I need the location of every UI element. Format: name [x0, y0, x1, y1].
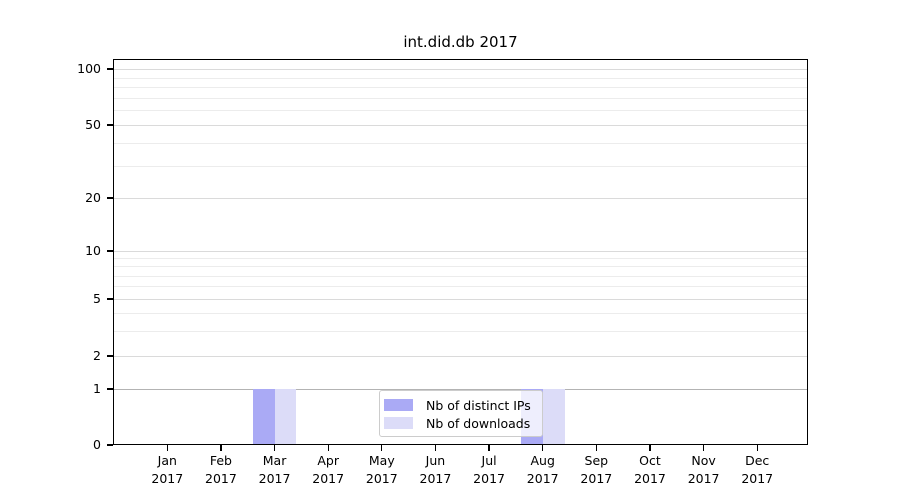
- plot-frame: [113, 59, 808, 445]
- x-tick-mark: [273, 445, 276, 451]
- x-tick-mark: [702, 445, 705, 451]
- x-tick-mark: [488, 445, 490, 451]
- x-tick-mark: [542, 445, 544, 451]
- legend-item: Nb of distinct IPs: [384, 396, 536, 414]
- x-tick-label-year: 2017: [687, 470, 720, 486]
- x-tick-label-year: 2017: [473, 470, 505, 486]
- legend: Nb of distinct IPs Nb of downloads: [379, 390, 543, 437]
- gridline-minor: [113, 312, 808, 314]
- gridline-major: [113, 251, 808, 252]
- x-tick-label-year: 2017: [258, 470, 291, 486]
- x-tick-label-year: 2017: [151, 470, 184, 486]
- x-tick-label-year: 2017: [365, 470, 398, 486]
- gridline-minor: [113, 142, 808, 144]
- x-tick-label: May 2017: [342, 452, 422, 487]
- x-tick-label-year: 2017: [741, 470, 774, 486]
- x-tick-label-month: Jul: [481, 453, 497, 468]
- x-tick-label-month: Mar: [262, 453, 287, 468]
- gridline-minor: [113, 275, 808, 277]
- chart-title: int.did.db 2017: [403, 33, 518, 51]
- y-tick-mark: [107, 250, 113, 252]
- y-tick-label: 20: [85, 190, 101, 205]
- x-tick-label: Feb 2017: [181, 452, 261, 487]
- plot-area: Nb of distinct IPs Nb of downloads: [113, 59, 808, 445]
- x-tick-mark: [434, 445, 437, 451]
- y-tick-label: 0: [93, 437, 101, 452]
- legend-label: Nb of downloads: [426, 415, 531, 431]
- x-tick-mark: [756, 445, 758, 451]
- gridline-minor: [113, 165, 808, 167]
- x-tick-label-month: Sep: [584, 453, 609, 468]
- legend-swatch: [384, 399, 413, 411]
- bar-downloads: [274, 389, 297, 445]
- x-tick-label-month: Aug: [530, 453, 555, 468]
- gridline-minor: [113, 258, 808, 260]
- x-tick-label-year: 2017: [205, 470, 237, 486]
- x-tick-label-year: 2017: [312, 470, 345, 486]
- y-tick-label: 2: [93, 348, 101, 363]
- gridline-major: [113, 389, 808, 390]
- x-tick-label: Apr 2017: [288, 452, 368, 487]
- x-tick-label-month: Jan: [157, 453, 177, 468]
- legend-swatch: [384, 417, 413, 429]
- gridline-minor: [113, 77, 808, 79]
- y-tick-mark: [107, 355, 113, 357]
- x-tick-label-month: Nov: [691, 453, 716, 468]
- x-tick-label: Dec 2017: [717, 452, 797, 487]
- gridline-major: [113, 125, 808, 126]
- x-tick-label: Jul 2017: [449, 452, 529, 487]
- x-tick-label-year: 2017: [419, 470, 452, 486]
- y-tick-label: 1: [93, 381, 101, 396]
- gridline-major: [113, 299, 808, 300]
- y-tick-mark: [107, 444, 113, 446]
- x-tick-mark: [220, 445, 222, 451]
- y-tick-mark: [107, 388, 113, 390]
- gridline-minor: [113, 110, 808, 112]
- x-tick-label-year: 2017: [580, 470, 613, 486]
- gridline-minor: [113, 97, 808, 99]
- x-tick-label: Nov 2017: [664, 452, 744, 487]
- x-tick-label-month: Oct: [639, 453, 661, 468]
- y-tick-label: 50: [85, 117, 101, 132]
- x-tick-label-month: Feb: [209, 453, 232, 468]
- x-tick-label-month: Dec: [745, 453, 770, 468]
- gridline-major: [113, 198, 808, 199]
- gridline-minor: [113, 266, 808, 268]
- x-tick-label: Aug 2017: [503, 452, 583, 487]
- x-tick-label-year: 2017: [634, 470, 666, 486]
- y-tick-label: 10: [85, 243, 101, 258]
- gridline-minor: [113, 330, 808, 332]
- gridline-minor: [113, 286, 808, 288]
- legend-item: Nb of downloads: [384, 414, 536, 432]
- legend-label: Nb of distinct IPs: [426, 397, 531, 413]
- y-tick-label: 100: [77, 61, 101, 76]
- y-tick-label: 5: [93, 291, 101, 306]
- x-tick-mark: [381, 445, 383, 451]
- x-tick-label: Jan 2017: [127, 452, 207, 487]
- bar-downloads: [542, 389, 565, 445]
- y-tick-mark: [107, 197, 113, 199]
- x-tick-label-month: May: [368, 453, 395, 468]
- bar-distinct-ips: [252, 389, 275, 445]
- x-tick-label-month: Jun: [425, 453, 446, 468]
- x-tick-mark: [166, 445, 168, 451]
- x-tick-label-year: 2017: [526, 470, 559, 486]
- x-tick-label: Jun 2017: [395, 452, 475, 487]
- x-tick-label: Sep 2017: [556, 452, 636, 487]
- y-tick-mark: [107, 68, 113, 70]
- y-tick-mark: [107, 124, 113, 126]
- x-tick-mark: [327, 445, 329, 451]
- x-tick-label: Mar 2017: [235, 452, 315, 487]
- gridline-major: [113, 356, 808, 357]
- y-tick-mark: [107, 298, 113, 300]
- gridline-minor: [113, 87, 808, 89]
- x-tick-mark: [595, 445, 597, 451]
- x-tick-label: Oct 2017: [610, 452, 690, 487]
- x-tick-label-month: Apr: [317, 453, 339, 468]
- x-tick-mark: [649, 445, 651, 451]
- gridline-major: [113, 69, 808, 70]
